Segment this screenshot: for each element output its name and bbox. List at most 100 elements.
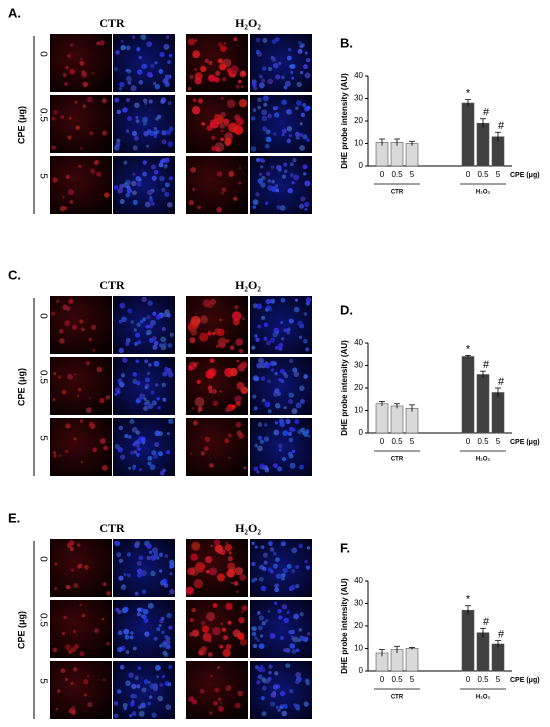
cell	[278, 342, 284, 348]
cell	[149, 464, 156, 471]
cell	[145, 324, 150, 329]
cell	[251, 626, 256, 631]
cell	[257, 435, 263, 441]
cell	[90, 423, 96, 429]
cell	[209, 618, 212, 622]
cell	[267, 179, 271, 183]
cell	[126, 573, 131, 578]
cell	[63, 206, 67, 210]
cell	[204, 556, 213, 564]
cell	[132, 199, 138, 205]
cell	[277, 708, 281, 712]
micrograph	[113, 95, 175, 153]
cell	[238, 79, 242, 84]
cell	[202, 564, 206, 568]
micrograph	[50, 95, 112, 153]
cell	[224, 122, 230, 127]
cell	[79, 419, 83, 423]
cell	[89, 131, 94, 136]
x-axis-label: CPE (μg)	[510, 172, 540, 179]
cell	[146, 371, 151, 376]
cell	[275, 557, 280, 562]
cell	[147, 403, 154, 410]
cell	[125, 179, 131, 186]
cell	[289, 584, 296, 591]
cell	[252, 199, 259, 206]
micrograph-bg	[50, 357, 112, 415]
bar	[405, 143, 419, 167]
row-axis-label: CPE (μg)	[16, 368, 26, 406]
cell	[158, 69, 164, 74]
cell	[148, 695, 153, 699]
cell	[156, 397, 161, 401]
cell	[201, 625, 210, 633]
cell	[123, 628, 130, 635]
cell	[118, 558, 124, 564]
cell	[127, 434, 132, 439]
cell	[200, 451, 206, 456]
cell	[283, 406, 287, 410]
cell	[153, 454, 158, 460]
column-header: CTR	[99, 521, 125, 535]
cell	[162, 650, 168, 656]
cell	[65, 584, 71, 590]
cell	[65, 449, 69, 454]
cell	[68, 298, 74, 304]
row-label: 0.5	[37, 613, 48, 627]
micrograph	[113, 539, 175, 597]
y-axis-label: DHE probe intensity (AU)	[340, 578, 349, 674]
cell	[165, 636, 171, 642]
cell	[61, 389, 67, 395]
cell	[295, 565, 300, 569]
micrograph	[113, 156, 175, 214]
significance-mark: #	[483, 359, 490, 371]
cell	[281, 99, 287, 105]
cell	[271, 179, 275, 184]
cell	[260, 696, 265, 701]
cell	[161, 630, 165, 634]
cell	[278, 615, 283, 620]
micrograph	[250, 357, 312, 415]
cell	[73, 643, 79, 649]
cell	[154, 83, 161, 90]
cell	[294, 419, 300, 425]
cell	[225, 541, 228, 544]
cell	[193, 420, 198, 426]
cell	[295, 402, 302, 409]
cell	[217, 666, 221, 670]
cell	[277, 608, 282, 614]
cell	[236, 430, 242, 436]
cell	[118, 319, 123, 324]
cell	[99, 397, 105, 404]
cell	[218, 42, 223, 47]
cell	[230, 581, 234, 584]
x-tick-label: 0.5	[391, 437, 403, 446]
cell	[134, 675, 139, 681]
cell	[121, 316, 127, 323]
cell	[122, 107, 128, 113]
cell	[224, 543, 233, 552]
cell	[266, 171, 271, 176]
cell	[257, 674, 263, 680]
row-label: 0	[37, 313, 48, 319]
panel-label: A.	[8, 5, 21, 20]
cell	[123, 572, 127, 577]
x-tick-label: 0	[466, 437, 471, 446]
cell	[238, 348, 244, 354]
cell	[189, 74, 194, 80]
x-tick-label: 0	[466, 170, 471, 179]
x-tick-label: 0	[466, 675, 471, 684]
cell	[79, 60, 85, 66]
cell	[275, 106, 279, 110]
micrograph	[250, 661, 312, 719]
cell	[60, 668, 66, 674]
cell	[238, 99, 248, 108]
cell	[57, 375, 62, 379]
cell	[261, 66, 267, 71]
cell	[252, 643, 258, 649]
cell	[293, 371, 300, 378]
cell	[261, 465, 266, 470]
cell	[257, 105, 261, 110]
cell	[164, 157, 170, 163]
cell	[279, 690, 285, 697]
